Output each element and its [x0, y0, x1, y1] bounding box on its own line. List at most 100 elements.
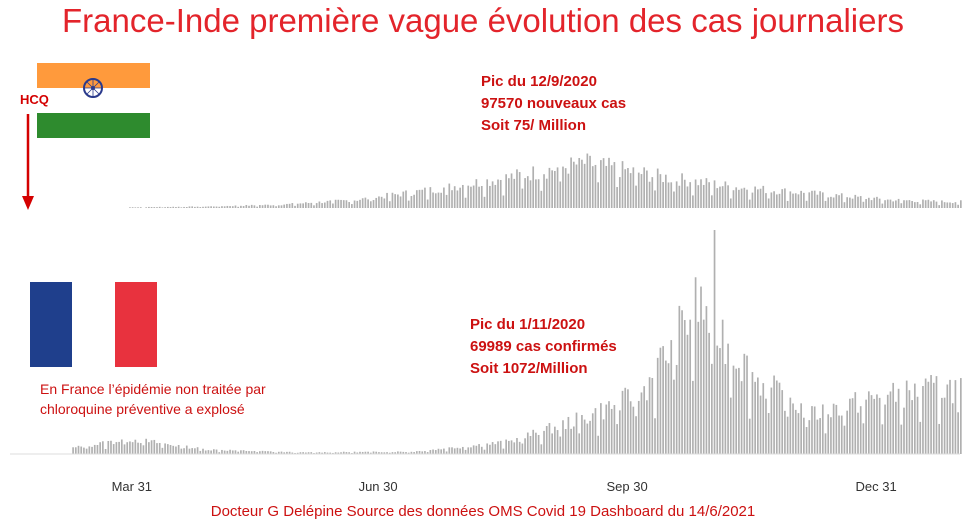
bar [719, 186, 721, 208]
bar [215, 206, 218, 208]
bar [629, 401, 632, 454]
bar [762, 383, 765, 454]
bar [913, 202, 916, 208]
bar [694, 277, 697, 454]
bar [689, 319, 692, 454]
bar [803, 192, 805, 208]
bar [895, 401, 897, 454]
bar [851, 198, 854, 208]
bar [632, 406, 635, 454]
bar [115, 442, 118, 454]
bar [932, 382, 935, 454]
bar [865, 199, 867, 208]
bar [746, 355, 748, 454]
bar [621, 390, 624, 454]
bar [524, 178, 526, 208]
bar [673, 191, 675, 208]
x-tick-label: Mar 31 [112, 479, 152, 494]
bar [221, 206, 223, 208]
bar [832, 197, 835, 208]
bar [472, 185, 475, 208]
bar [483, 196, 486, 208]
bar [307, 452, 310, 454]
bar [134, 207, 137, 208]
bar [697, 321, 700, 454]
bar [762, 185, 765, 208]
bar [578, 158, 581, 208]
bar [294, 452, 296, 454]
india-bar-group [129, 153, 962, 208]
bar [434, 193, 437, 208]
bar [388, 452, 391, 454]
bar [673, 379, 675, 454]
bar [765, 398, 767, 454]
bar [424, 451, 426, 454]
bar [283, 204, 286, 208]
bar [824, 200, 827, 208]
bar [678, 185, 681, 208]
bar [876, 394, 878, 454]
bar [169, 445, 172, 454]
india-peak-line: 97570 nouveaux cas [481, 95, 627, 112]
bar [456, 447, 459, 454]
bar [938, 423, 941, 454]
bar [434, 450, 437, 454]
bar [215, 449, 218, 454]
bar [564, 168, 567, 208]
bar [540, 190, 543, 208]
bar [180, 207, 183, 208]
bar [305, 452, 307, 454]
bar [342, 200, 345, 208]
bar [819, 418, 821, 454]
bar [156, 443, 158, 454]
bar [364, 197, 367, 208]
bar [656, 168, 659, 208]
bar [237, 451, 240, 454]
bar [794, 193, 797, 208]
bar [895, 200, 897, 208]
bar [437, 448, 440, 454]
france-note: En France l’épidémie non traitée par chl… [40, 379, 266, 419]
bar [383, 198, 386, 208]
bar [543, 430, 545, 454]
bar [846, 410, 848, 454]
bar [930, 375, 932, 454]
bar [226, 450, 229, 454]
bar [375, 197, 378, 208]
bar [104, 449, 107, 454]
bar [786, 200, 789, 208]
bar [261, 205, 264, 208]
bar [643, 386, 646, 454]
bar [778, 193, 781, 208]
bar [840, 415, 843, 454]
bar [554, 426, 556, 454]
bar [223, 206, 226, 208]
bar [911, 400, 913, 454]
bar [253, 205, 256, 208]
bar [353, 451, 356, 454]
bar [754, 186, 756, 208]
bar [857, 412, 859, 454]
bar [194, 448, 196, 454]
bar [800, 190, 802, 208]
bar [388, 201, 391, 208]
bar [854, 392, 857, 454]
bar [545, 178, 548, 208]
bar [594, 164, 597, 208]
bar [946, 384, 949, 454]
bar [131, 442, 134, 454]
bar [589, 155, 591, 208]
bar [797, 194, 800, 208]
bar [369, 452, 372, 454]
bar [670, 182, 673, 208]
bar [245, 450, 248, 454]
bar [954, 380, 957, 454]
bar [302, 452, 304, 454]
bar [556, 430, 559, 454]
bar [618, 177, 621, 208]
bar [662, 182, 664, 208]
bar [494, 444, 497, 454]
bar [440, 192, 443, 208]
bar [134, 439, 137, 454]
bar [72, 447, 74, 454]
